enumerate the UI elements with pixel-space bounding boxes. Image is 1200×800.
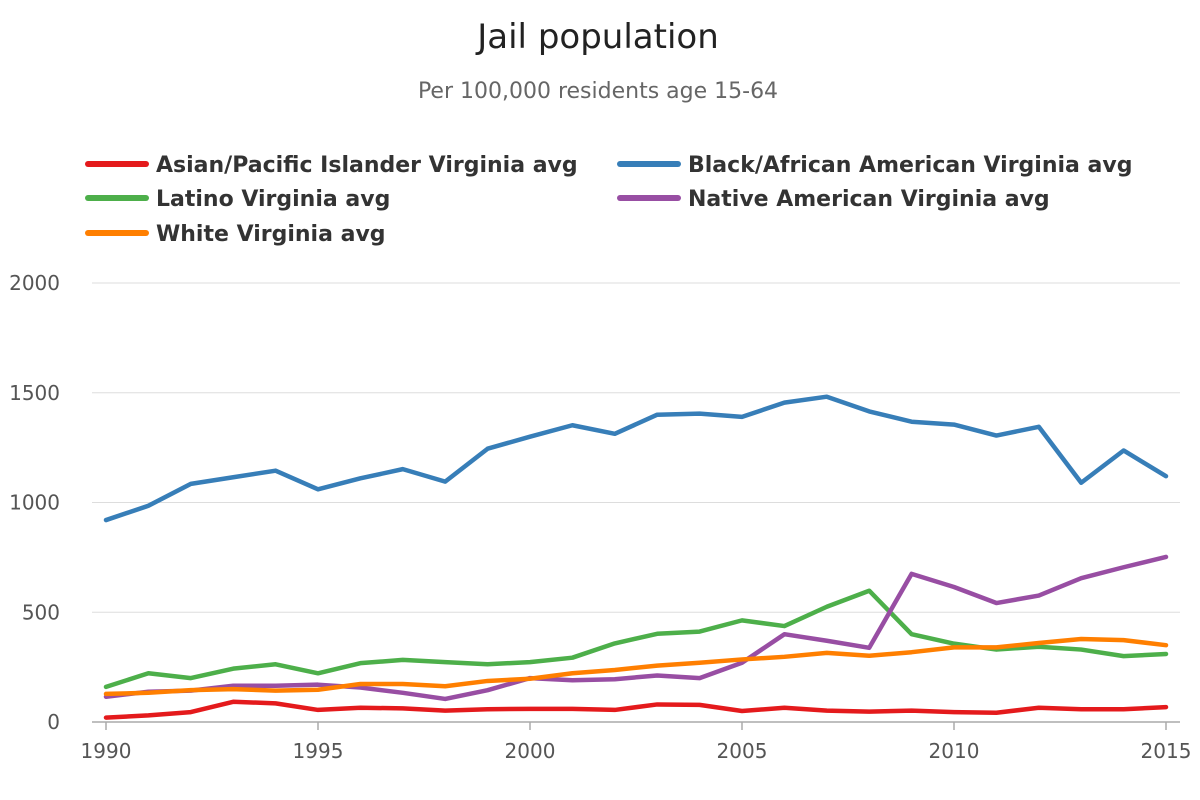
series-line-1 — [103, 394, 1169, 523]
y-axis: 0 500 1000 1500 2000 — [9, 271, 60, 734]
x-tick-label: 2015 — [1141, 739, 1192, 763]
series-line-0 — [103, 699, 1169, 720]
x-tick-label: 2005 — [717, 739, 768, 763]
legend-item-label: White Virginia avg — [156, 222, 386, 247]
legend-item-label: Native American Virginia avg — [688, 187, 1050, 212]
x-axis: 1990 1995 2000 2005 2010 2015 — [81, 722, 1192, 763]
y-tick-label: 1000 — [9, 491, 60, 515]
grid-lines — [92, 282, 1180, 723]
legend: Asian/Pacific Islander Virginia avg Black… — [85, 153, 1133, 247]
legend-item-label: Black/African American Virginia avg — [688, 153, 1133, 178]
y-tick-label: 1500 — [9, 381, 60, 405]
series-line-2 — [103, 588, 1169, 690]
x-tick-label: 1990 — [81, 739, 132, 763]
y-tick-label: 0 — [47, 710, 60, 734]
x-tick-label: 1995 — [293, 739, 344, 763]
x-tick-label: 2000 — [505, 739, 556, 763]
legend-item-label: Latino Virginia avg — [156, 187, 390, 212]
series-lines — [103, 394, 1169, 720]
series-line-3 — [103, 554, 1169, 702]
chart-title: Jail population — [475, 17, 719, 57]
legend-item-label: Asian/Pacific Islander Virginia avg — [156, 153, 578, 178]
chart-subtitle: Per 100,000 residents age 15-64 — [418, 79, 778, 104]
series-line-4 — [103, 636, 1169, 697]
y-tick-label: 2000 — [9, 271, 60, 295]
y-tick-label: 500 — [22, 600, 60, 624]
x-tick-label: 2010 — [929, 739, 980, 763]
